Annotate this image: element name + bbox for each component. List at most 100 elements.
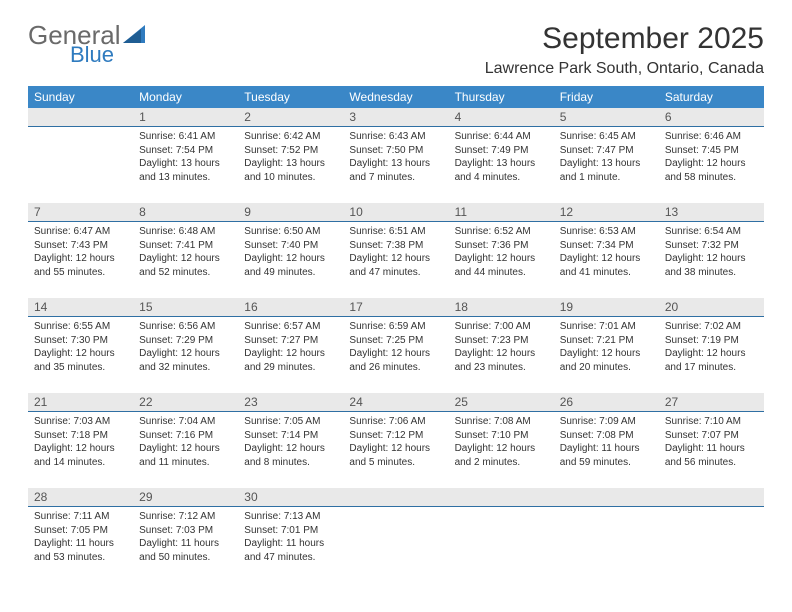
- day-cell-line: Sunrise: 6:43 AM: [349, 130, 442, 144]
- day-cell-line: Sunrise: 7:11 AM: [34, 510, 127, 524]
- day-cell-line: and 38 minutes.: [665, 266, 758, 280]
- day-cell-line: and 53 minutes.: [34, 551, 127, 565]
- day-cell-line: Sunset: 7:36 PM: [455, 239, 548, 253]
- day-cell-line: and 17 minutes.: [665, 361, 758, 375]
- day-cell: Sunrise: 6:42 AMSunset: 7:52 PMDaylight:…: [238, 127, 343, 203]
- day-cell-line: and 5 minutes.: [349, 456, 442, 470]
- day-cell-line: Sunset: 7:25 PM: [349, 334, 442, 348]
- weekday-header: Monday: [133, 86, 238, 108]
- day-cell-line: Daylight: 12 hours: [139, 347, 232, 361]
- day-cell: Sunrise: 6:47 AMSunset: 7:43 PMDaylight:…: [28, 222, 133, 298]
- day-cell-line: Sunrise: 6:50 AM: [244, 225, 337, 239]
- day-cell: Sunrise: 6:55 AMSunset: 7:30 PMDaylight:…: [28, 317, 133, 393]
- day-cell-line: and 8 minutes.: [244, 456, 337, 470]
- logo-text-blue: Blue: [70, 44, 149, 66]
- day-cell-line: Sunrise: 7:13 AM: [244, 510, 337, 524]
- day-number: 24: [343, 393, 448, 411]
- day-cell-line: Daylight: 12 hours: [139, 252, 232, 266]
- day-cell: Sunrise: 7:01 AMSunset: 7:21 PMDaylight:…: [554, 317, 659, 393]
- day-number: 5: [554, 108, 659, 126]
- day-cell: Sunrise: 7:09 AMSunset: 7:08 PMDaylight:…: [554, 412, 659, 488]
- weekday-header: Saturday: [659, 86, 764, 108]
- day-cell-line: Sunset: 7:03 PM: [139, 524, 232, 538]
- day-number: 26: [554, 393, 659, 411]
- day-cell: [554, 507, 659, 583]
- day-cell: [449, 507, 554, 583]
- day-cell-line: Sunrise: 6:53 AM: [560, 225, 653, 239]
- day-cell-line: Sunset: 7:38 PM: [349, 239, 442, 253]
- day-cell-line: Sunset: 7:34 PM: [560, 239, 653, 253]
- day-cell-line: Sunrise: 7:05 AM: [244, 415, 337, 429]
- day-cell: Sunrise: 6:51 AMSunset: 7:38 PMDaylight:…: [343, 222, 448, 298]
- weekday-header: Sunday: [28, 86, 133, 108]
- day-cell: Sunrise: 7:05 AMSunset: 7:14 PMDaylight:…: [238, 412, 343, 488]
- day-cell-line: Sunset: 7:07 PM: [665, 429, 758, 443]
- day-cell: Sunrise: 6:45 AMSunset: 7:47 PMDaylight:…: [554, 127, 659, 203]
- day-cell-line: Daylight: 12 hours: [244, 252, 337, 266]
- day-cell: Sunrise: 6:57 AMSunset: 7:27 PMDaylight:…: [238, 317, 343, 393]
- day-number: 23: [238, 393, 343, 411]
- day-cell-line: Sunset: 7:47 PM: [560, 144, 653, 158]
- day-cell-line: Sunset: 7:16 PM: [139, 429, 232, 443]
- day-cell: Sunrise: 7:02 AMSunset: 7:19 PMDaylight:…: [659, 317, 764, 393]
- day-number: 22: [133, 393, 238, 411]
- day-cell-line: Sunrise: 7:08 AM: [455, 415, 548, 429]
- day-cell-line: and 41 minutes.: [560, 266, 653, 280]
- day-cell-line: Sunrise: 6:52 AM: [455, 225, 548, 239]
- day-cell: Sunrise: 7:10 AMSunset: 7:07 PMDaylight:…: [659, 412, 764, 488]
- day-cell-line: Sunrise: 6:51 AM: [349, 225, 442, 239]
- day-cell-line: Daylight: 11 hours: [665, 442, 758, 456]
- day-number: 6: [659, 108, 764, 126]
- day-cell-line: and 55 minutes.: [34, 266, 127, 280]
- day-cell: [343, 507, 448, 583]
- day-cell-line: Sunset: 7:50 PM: [349, 144, 442, 158]
- day-number-row: 282930: [28, 488, 764, 507]
- day-cell-line: Daylight: 11 hours: [244, 537, 337, 551]
- day-cell-line: Sunset: 7:27 PM: [244, 334, 337, 348]
- day-cell-line: Daylight: 12 hours: [349, 442, 442, 456]
- day-number: 17: [343, 298, 448, 316]
- day-cell-line: and 20 minutes.: [560, 361, 653, 375]
- day-cell-line: Sunrise: 7:04 AM: [139, 415, 232, 429]
- day-cell-line: Daylight: 11 hours: [34, 537, 127, 551]
- day-number: 25: [449, 393, 554, 411]
- day-cell-line: Sunrise: 7:06 AM: [349, 415, 442, 429]
- day-cell-line: Sunrise: 6:47 AM: [34, 225, 127, 239]
- day-cell-line: Sunrise: 6:42 AM: [244, 130, 337, 144]
- day-number: [343, 488, 448, 506]
- day-number: 8: [133, 203, 238, 221]
- day-cell-line: and 56 minutes.: [665, 456, 758, 470]
- day-number: 10: [343, 203, 448, 221]
- day-cell: Sunrise: 6:53 AMSunset: 7:34 PMDaylight:…: [554, 222, 659, 298]
- day-cell-line: Sunset: 7:18 PM: [34, 429, 127, 443]
- day-cell-line: Sunset: 7:05 PM: [34, 524, 127, 538]
- day-number: 7: [28, 203, 133, 221]
- day-cell-line: and 7 minutes.: [349, 171, 442, 185]
- day-cell-line: Sunrise: 7:02 AM: [665, 320, 758, 334]
- day-cell: [28, 127, 133, 203]
- day-cell-line: Sunset: 7:08 PM: [560, 429, 653, 443]
- day-number-row: 123456: [28, 108, 764, 127]
- weekday-header-row: SundayMondayTuesdayWednesdayThursdayFrid…: [28, 86, 764, 108]
- day-cell: Sunrise: 6:41 AMSunset: 7:54 PMDaylight:…: [133, 127, 238, 203]
- day-cell-line: Daylight: 13 hours: [139, 157, 232, 171]
- day-cell-line: Sunset: 7:43 PM: [34, 239, 127, 253]
- day-cell: Sunrise: 7:00 AMSunset: 7:23 PMDaylight:…: [449, 317, 554, 393]
- day-number: 12: [554, 203, 659, 221]
- day-cell-line: Sunset: 7:21 PM: [560, 334, 653, 348]
- day-cell-line: Daylight: 12 hours: [455, 347, 548, 361]
- day-cell: [659, 507, 764, 583]
- day-cell: Sunrise: 6:56 AMSunset: 7:29 PMDaylight:…: [133, 317, 238, 393]
- day-cell-line: Daylight: 13 hours: [560, 157, 653, 171]
- day-cell-line: Daylight: 12 hours: [455, 252, 548, 266]
- day-cell: Sunrise: 6:54 AMSunset: 7:32 PMDaylight:…: [659, 222, 764, 298]
- day-cell-line: Sunrise: 6:41 AM: [139, 130, 232, 144]
- day-cell-line: Daylight: 11 hours: [139, 537, 232, 551]
- day-cell: Sunrise: 7:11 AMSunset: 7:05 PMDaylight:…: [28, 507, 133, 583]
- day-cell-line: Daylight: 12 hours: [244, 442, 337, 456]
- day-cell-line: Daylight: 11 hours: [560, 442, 653, 456]
- day-cell: Sunrise: 6:46 AMSunset: 7:45 PMDaylight:…: [659, 127, 764, 203]
- day-cell: Sunrise: 7:06 AMSunset: 7:12 PMDaylight:…: [343, 412, 448, 488]
- day-cell-line: Sunrise: 7:00 AM: [455, 320, 548, 334]
- weekday-header: Wednesday: [343, 86, 448, 108]
